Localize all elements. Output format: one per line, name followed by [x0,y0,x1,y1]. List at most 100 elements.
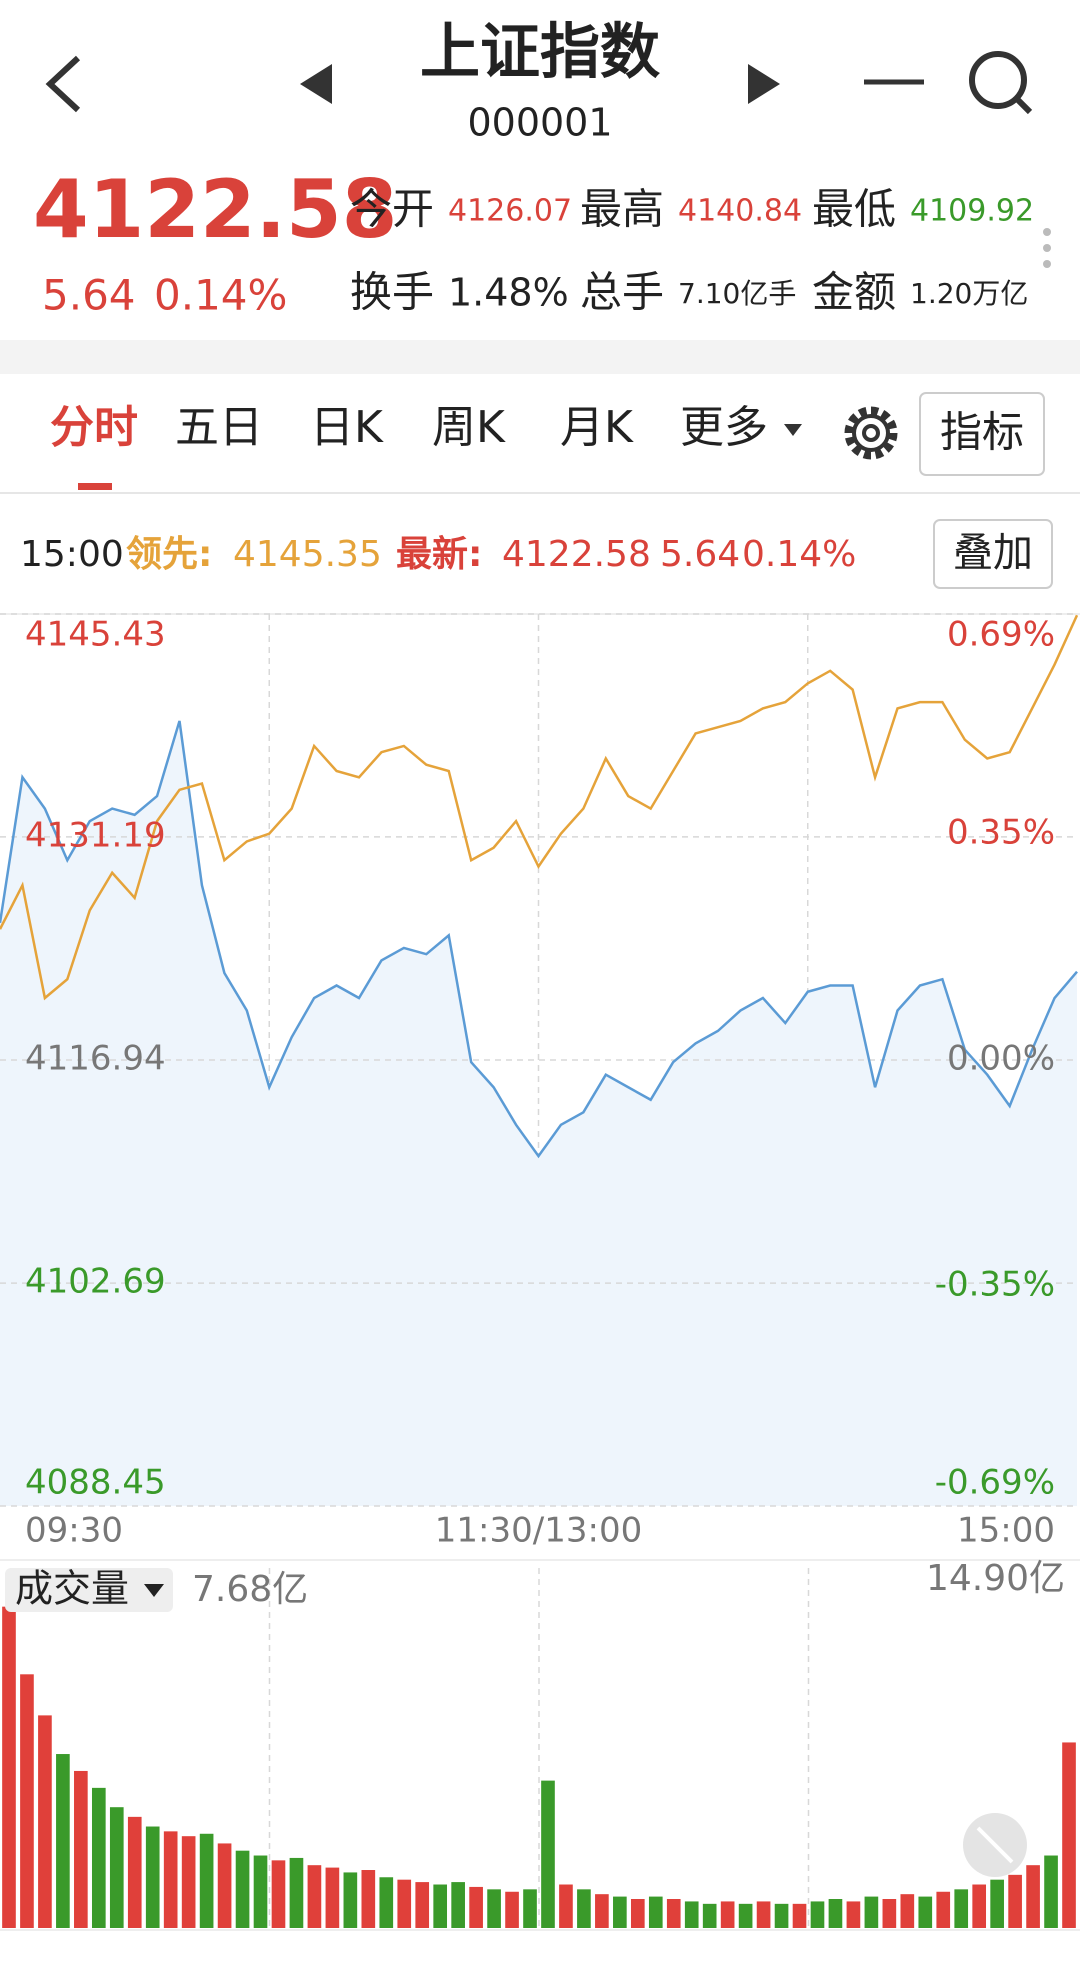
code: 000001 [467,101,612,145]
stat-value: 4140.84 [678,194,802,229]
tab[interactable]: 日K [310,402,384,453]
volume-bar [91,1787,106,1928]
price: 4122.58 [33,163,397,256]
volume-bar [972,1884,987,1928]
indicator-button-label: 指标 [940,408,1024,457]
volume-bar [217,1843,232,1928]
volume-bar [846,1901,861,1928]
volume-bar [523,1889,537,1928]
volume-bar [74,1770,88,1928]
volume-bar [505,1891,519,1928]
volume-bar [487,1889,501,1928]
volume-bar [828,1899,843,1928]
volume-bar [325,1867,340,1928]
tab[interactable]: 月K [560,402,634,453]
change: 5.64 [42,271,136,320]
stat-value: 1.20万亿 [910,277,1028,310]
price-line [0,720,1078,1159]
gear-teeth [844,406,898,460]
indicator-button[interactable] [919,392,1045,476]
volume-bar [900,1894,915,1928]
x-tick-label: 09:30 [25,1511,123,1551]
volume-current: 7.68亿 [192,1569,308,1610]
back-button[interactable] [45,55,81,113]
stat-value: 4126.07 [448,194,572,229]
stat-value: 1.48% [448,271,569,315]
stat-label: 换手 [350,268,434,317]
more-dot[interactable] [1043,260,1051,268]
zoom-icon [976,1826,1014,1864]
volume-bar [990,1879,1004,1928]
tab[interactable]: 周K [432,402,506,453]
y2-tick-label: 0.00% [947,1039,1055,1079]
change-pct: 0.14% [154,271,287,320]
volume-bar [648,1896,663,1928]
volume-bar [307,1865,322,1928]
volume-bar [792,1903,807,1928]
search-button[interactable] [969,51,1033,115]
prev-button[interactable] [300,64,332,104]
volume-bar [810,1901,825,1928]
latest-pct: 0.14% [742,534,856,575]
price-area [0,720,1077,1506]
dropdown-arrow [784,424,802,436]
y2-tick-label: -0.35% [935,1265,1055,1305]
volume-bar [774,1903,789,1928]
stat-label: 今开 [350,185,434,234]
volume-bar [451,1882,465,1928]
lead-value: 4145.35 [233,534,382,575]
y2-tick-label: 0.69% [947,615,1055,655]
overlay-button[interactable] [933,519,1053,589]
tab-indicator [78,483,112,490]
tab[interactable]: 五日 [175,402,263,453]
info-time: 15:00 [20,534,124,575]
stat-label: 最低 [812,185,896,234]
next-button[interactable] [748,64,780,104]
volume-bar [864,1896,879,1928]
volume-bar [684,1901,699,1928]
y-tick-label: 4088.45 [25,1463,166,1503]
tab[interactable]: 分时 [50,402,138,453]
volume-bar [1026,1865,1040,1928]
volume-bar [379,1877,394,1928]
settings-button[interactable] [844,406,898,460]
y2-tick-label: -0.69% [935,1463,1055,1503]
volume-bar [936,1891,951,1928]
volume-bar [954,1889,969,1928]
volume-bar [145,1826,160,1928]
volume-bar [343,1872,358,1928]
gear-ring [852,414,890,452]
y-tick-label: 4102.69 [25,1262,166,1302]
volume-bar [109,1807,124,1928]
search-icon-handle [1014,96,1033,115]
y-tick-label: 14.90亿 [926,1558,1065,1599]
tab[interactable]: 更多 [680,402,768,453]
price-chart: 4145.43 4131.19 4116.94 4102.69 4088.45 0.69%… [0,613,1080,1561]
volume-bar [181,1836,196,1928]
volume-selector[interactable] [5,1568,173,1612]
more-dot[interactable] [1043,244,1051,252]
gear-hub [862,424,880,442]
volume-bar [559,1884,573,1928]
more-dot[interactable] [1043,228,1051,236]
volume-bar [361,1870,376,1928]
volume-title: 成交量 [15,1567,129,1611]
volume-bar [289,1857,304,1928]
stat-label: 金额 [812,268,896,317]
stat-value: 4109.92 [910,194,1034,229]
volume-bar [127,1816,142,1928]
volume-bar [415,1882,430,1928]
volume-bar [1008,1874,1022,1928]
volume-bar [2,1606,16,1928]
volume-bar [20,1674,34,1928]
stat-label: 最高 [580,185,664,234]
y-tick-label: 4145.43 [25,615,166,655]
lead-label: 领先: [126,534,212,575]
volume-bar [577,1889,591,1928]
x-tick-label: 11:30/13:00 [435,1511,642,1551]
volume-bar [702,1903,717,1928]
volume-bar [918,1896,933,1928]
volume-bar [433,1884,448,1928]
